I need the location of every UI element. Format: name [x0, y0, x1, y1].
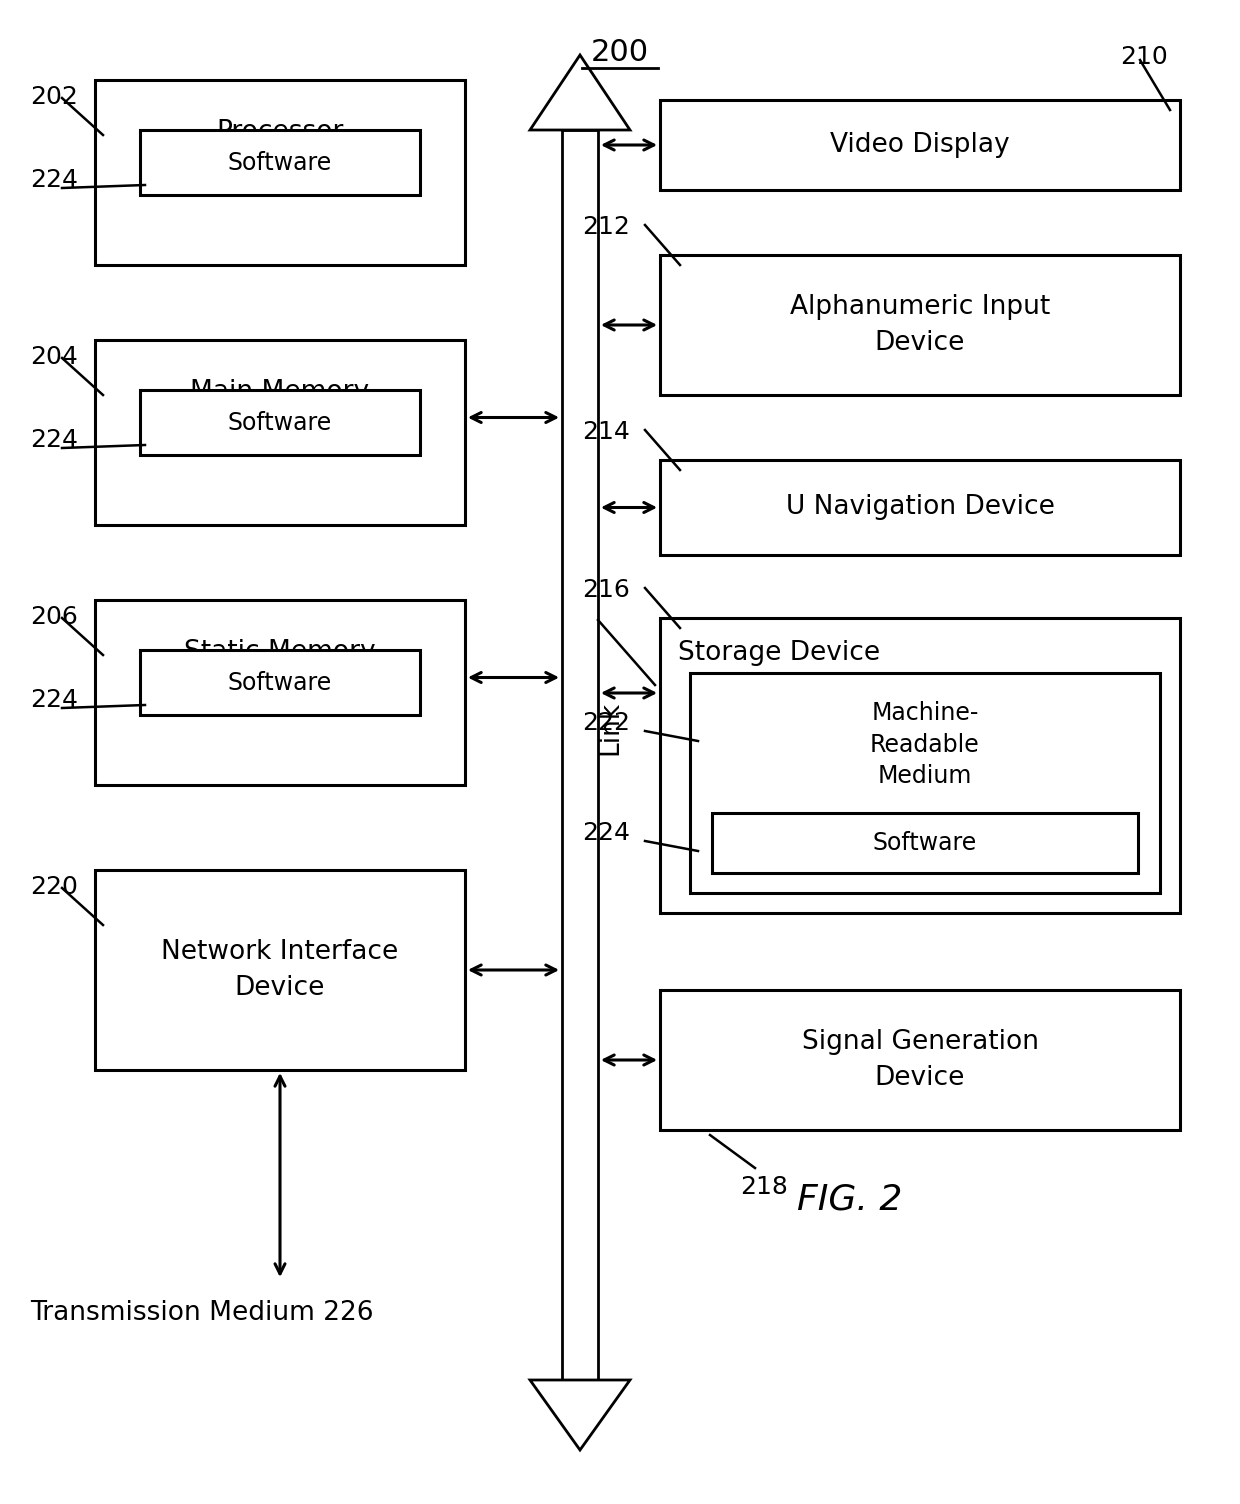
- Text: U Navigation Device: U Navigation Device: [786, 495, 1054, 520]
- Bar: [95, 600, 465, 785]
- Bar: [660, 990, 1180, 1130]
- Text: 202: 202: [30, 86, 78, 108]
- Bar: [660, 460, 1180, 555]
- Text: Alphanumeric Input
Device: Alphanumeric Input Device: [790, 293, 1050, 356]
- Bar: [562, 129, 598, 1381]
- Text: 222: 222: [582, 711, 630, 735]
- Text: 224: 224: [30, 429, 78, 453]
- Text: Machine-
Readable
Medium: Machine- Readable Medium: [870, 701, 980, 788]
- Bar: [95, 80, 465, 265]
- Bar: [95, 340, 465, 525]
- Text: 214: 214: [582, 420, 630, 444]
- Text: Software: Software: [228, 671, 332, 695]
- Text: 220: 220: [30, 875, 78, 899]
- Text: 208: 208: [660, 680, 708, 704]
- Bar: [140, 390, 420, 456]
- Text: Software: Software: [228, 411, 332, 435]
- Text: FIG. 2: FIG. 2: [797, 1184, 903, 1217]
- Text: 206: 206: [30, 605, 78, 629]
- Text: 200: 200: [591, 38, 649, 68]
- Text: Network Interface
Device: Network Interface Device: [161, 938, 398, 1002]
- Text: 218: 218: [740, 1175, 787, 1199]
- Text: Static Memory: Static Memory: [185, 639, 376, 665]
- Bar: [660, 618, 1180, 913]
- Bar: [95, 869, 465, 1069]
- Text: Signal Generation
Device: Signal Generation Device: [801, 1029, 1039, 1090]
- Bar: [140, 129, 420, 196]
- Text: Transmission Medium 226: Transmission Medium 226: [30, 1299, 373, 1327]
- Text: 204: 204: [30, 344, 78, 368]
- Text: 216: 216: [582, 578, 630, 602]
- Text: Video Display: Video Display: [831, 132, 1009, 158]
- Text: Main Memory: Main Memory: [191, 379, 370, 405]
- Polygon shape: [529, 56, 630, 129]
- Bar: [689, 672, 1159, 893]
- Bar: [712, 814, 1138, 872]
- Text: 210: 210: [1120, 45, 1168, 69]
- Text: 212: 212: [582, 215, 630, 239]
- Text: Software: Software: [228, 150, 332, 174]
- Bar: [660, 99, 1180, 190]
- Text: Link: Link: [596, 701, 622, 755]
- Text: 224: 224: [30, 687, 78, 711]
- Text: Software: Software: [873, 832, 977, 854]
- Bar: [140, 650, 420, 714]
- Text: 224: 224: [30, 168, 78, 193]
- Text: 224: 224: [582, 821, 630, 845]
- Bar: [660, 256, 1180, 396]
- Polygon shape: [529, 1381, 630, 1450]
- Text: Storage Device: Storage Device: [678, 641, 880, 666]
- Text: Processor: Processor: [216, 119, 343, 144]
